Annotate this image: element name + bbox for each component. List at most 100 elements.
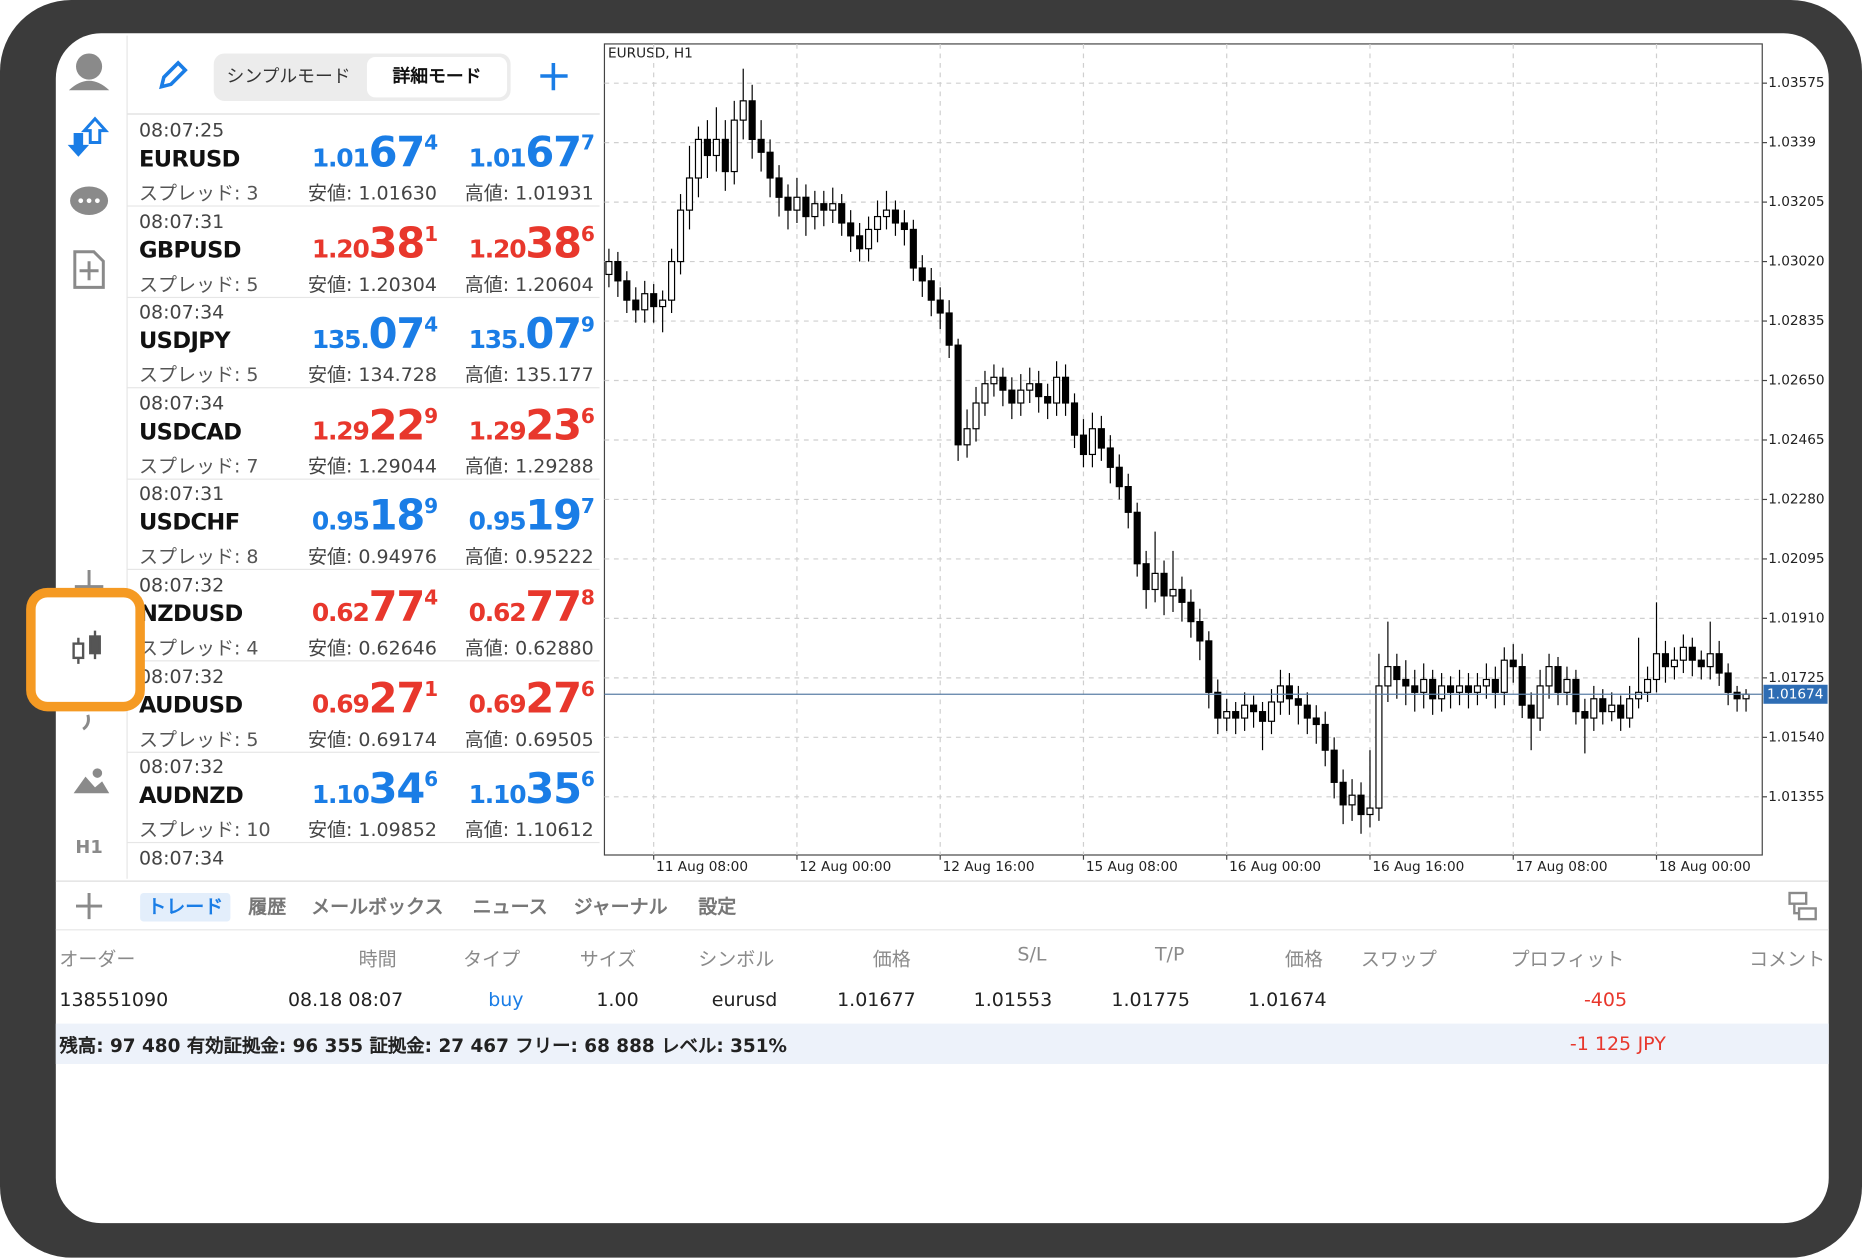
- x-tick-label: 11 Aug 08:00: [656, 859, 748, 875]
- mode-simple[interactable]: シンプルモード: [227, 66, 351, 87]
- candle-body: [1079, 434, 1088, 456]
- quotes-icon[interactable]: [67, 116, 110, 157]
- candle-body: [1554, 666, 1562, 693]
- crosshair-icon[interactable]: [74, 570, 104, 589]
- quote-time: 08:07:34: [138, 391, 225, 415]
- quote-high: 高値: 1.01931: [464, 181, 594, 205]
- ask-part: 38: [525, 220, 582, 268]
- quote-row[interactable]: 08:07:34: [127, 843, 600, 879]
- ask-part: 1.29: [468, 416, 527, 446]
- quote-row[interactable]: 08:07:32 AUDUSD スプレッド: 5 0.69271 安値: 0.69174…: [127, 661, 600, 753]
- mode-detail[interactable]: 詳細モード: [393, 65, 482, 87]
- candle-body: [918, 267, 926, 282]
- candle-body: [1429, 678, 1437, 700]
- quote-row[interactable]: 08:07:32 AUDNZD スプレッド: 10 1.10346 安値: 1.0985…: [127, 752, 600, 844]
- candle-body: [1106, 447, 1114, 468]
- candle-body: [650, 293, 658, 308]
- y-tick-label: 1.01355: [1768, 789, 1824, 805]
- candle-body: [865, 228, 873, 250]
- ask-part: 8: [580, 586, 595, 611]
- bid-part: 1: [424, 677, 438, 702]
- candle-body: [1473, 685, 1481, 693]
- x-tick-label: 16 Aug 00:00: [1229, 859, 1321, 875]
- edit-icon[interactable]: [159, 60, 188, 90]
- candle-body: [1250, 704, 1258, 713]
- bid-part: 0.69: [311, 689, 370, 718]
- quote-row[interactable]: 08:07:32 NZDUSD スプレッド: 4 0.62774 安値: 0.62646…: [127, 570, 600, 662]
- candle-body: [1590, 698, 1598, 719]
- candle-body: [882, 209, 891, 218]
- candle-body: [1599, 698, 1607, 713]
- quote-row[interactable]: 08:07:25 EURUSD スプレッド: 3 1.01674 安値: 1.01630…: [127, 115, 600, 207]
- ask-part: 27: [525, 675, 582, 723]
- candle-body: [766, 151, 774, 179]
- candle-body: [1438, 685, 1446, 700]
- candle-body: [1115, 466, 1123, 488]
- candle-body: [1617, 704, 1625, 719]
- candle-body: [1330, 749, 1338, 783]
- candle-body: [1420, 678, 1428, 693]
- bid-part: 6: [424, 768, 438, 793]
- summary-bg: [55, 1023, 1829, 1064]
- layout-icon[interactable]: [1788, 891, 1817, 921]
- objects-icon[interactable]: [73, 768, 110, 794]
- candle-body: [1536, 685, 1544, 719]
- candle-body: [1035, 383, 1043, 398]
- plot-area: [603, 43, 1763, 856]
- candle-body: [1044, 395, 1052, 404]
- quote-ask: 1.20386: [469, 220, 595, 268]
- quote-time: 08:07:34: [138, 300, 225, 324]
- quote-bid: 1.10346: [311, 766, 438, 814]
- new-order-icon[interactable]: [73, 250, 105, 289]
- quote-ask: 1.01677: [468, 129, 595, 177]
- candle-body: [784, 196, 792, 211]
- candle-body: [1232, 711, 1240, 719]
- candle-body: [623, 280, 631, 301]
- chat-icon[interactable]: [70, 186, 109, 215]
- candle-body: [1482, 678, 1490, 687]
- candle-body: [838, 203, 846, 224]
- quote-symbol: USDCHF: [138, 509, 240, 537]
- quote-bid: 1.29229: [312, 402, 438, 450]
- candle-body: [1733, 691, 1741, 700]
- bid-part: 38: [368, 220, 426, 268]
- account-icon[interactable]: [68, 53, 110, 91]
- bid-part: 1.10: [311, 780, 370, 809]
- candle-body: [972, 402, 980, 430]
- candle-body: [1742, 693, 1750, 700]
- quote-bid: 1.01674: [312, 129, 438, 177]
- candle-body: [999, 376, 1007, 391]
- quote-time: 08:07:31: [138, 482, 225, 506]
- bid-part: 18: [368, 493, 426, 541]
- candle-body: [847, 222, 855, 237]
- candle-body: [900, 222, 908, 231]
- candle-body: [1706, 653, 1714, 668]
- add-symbol-button[interactable]: [540, 62, 568, 91]
- quote-time: 08:07:25: [138, 118, 225, 142]
- line-icon[interactable]: [82, 714, 90, 731]
- candle-body: [659, 299, 667, 308]
- quote-time: 08:07:31: [138, 209, 225, 233]
- y-tick-label: 1.02650: [1768, 373, 1824, 389]
- timeframe-button[interactable]: H1: [75, 837, 102, 858]
- candle-body: [1241, 704, 1249, 719]
- chart-type-icon[interactable]: [36, 597, 136, 702]
- candle-body: [1142, 563, 1150, 591]
- ask-part: 1.01: [468, 143, 527, 173]
- quote-high: 高値: 0.95222: [464, 545, 594, 569]
- candle-body: [1527, 704, 1535, 719]
- candle-body: [793, 196, 801, 211]
- candle-body: [1447, 685, 1455, 693]
- quote-bid: 0.69271: [311, 675, 438, 723]
- candle-body: [1070, 402, 1079, 436]
- candle-body: [1697, 659, 1705, 668]
- quote-row[interactable]: 08:07:34 USDCAD スプレッド: 7 1.29229 安値: 1.29044…: [127, 388, 600, 480]
- quote-row[interactable]: 08:07:31 GBPUSD スプレッド: 5 1.20381 安値: 1.20304…: [127, 206, 600, 298]
- bid-part: 77: [368, 584, 426, 632]
- candle-body: [1464, 685, 1473, 693]
- quote-row[interactable]: 08:07:31 USDCHF スプレッド: 8 0.95189 安値: 0.94976…: [127, 479, 600, 571]
- quote-row[interactable]: 08:07:34 USDJPY スプレッド: 5 135.074 安値: 134.728…: [127, 297, 600, 389]
- candle-body: [963, 428, 971, 446]
- quote-high: 高値: 1.29288: [464, 454, 594, 478]
- add-tab-button[interactable]: [76, 893, 103, 920]
